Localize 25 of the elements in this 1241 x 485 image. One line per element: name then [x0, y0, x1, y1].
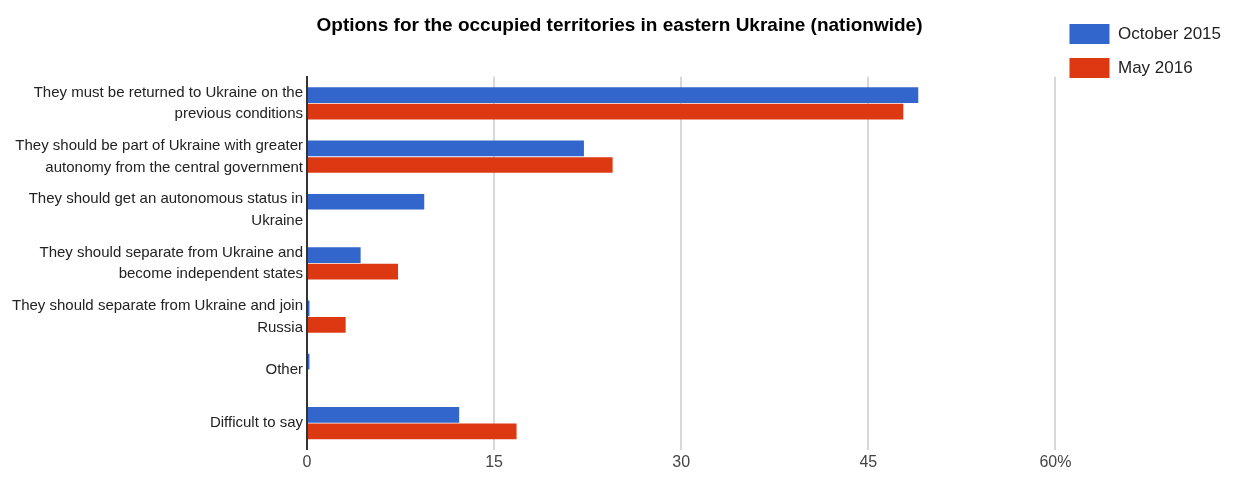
x-tick-label: 45 — [859, 452, 878, 470]
y-tick-label: They should be part of Ukraine with greater autonomy from the central government — [15, 135, 304, 175]
bar — [307, 193, 425, 210]
y-tick-label: Other — [265, 360, 303, 378]
bar — [307, 140, 584, 157]
x-tick-label: 0 — [302, 452, 312, 470]
y-tick-label: They should separate from Ukraine and join Russia — [11, 295, 304, 335]
y-tick-label: Difficult to say — [209, 413, 304, 431]
bar — [307, 423, 517, 440]
legend-label: May 2016 — [1117, 57, 1193, 77]
chart-title: Options for the occupied territories in eastern Ukraine (nationwide) — [316, 13, 923, 35]
bar — [307, 263, 399, 280]
x-tick-label: 60% — [1039, 452, 1072, 470]
bar — [307, 87, 919, 104]
bar — [307, 247, 361, 263]
legend-label: October 2015 — [1117, 23, 1221, 43]
bar — [307, 317, 346, 333]
bar — [307, 407, 460, 423]
y-tick-label: They must be returned to Ukraine on the previous conditions — [33, 82, 303, 122]
y-tick-label: They should separate from Ukraine and become independent states — [39, 242, 303, 282]
x-tick-label: 15 — [485, 452, 504, 470]
x-tick-label: 30 — [672, 452, 691, 470]
bar — [307, 103, 904, 120]
y-tick-label: They should get an autonomous status in Ukraine — [28, 189, 303, 229]
bar — [307, 157, 613, 173]
